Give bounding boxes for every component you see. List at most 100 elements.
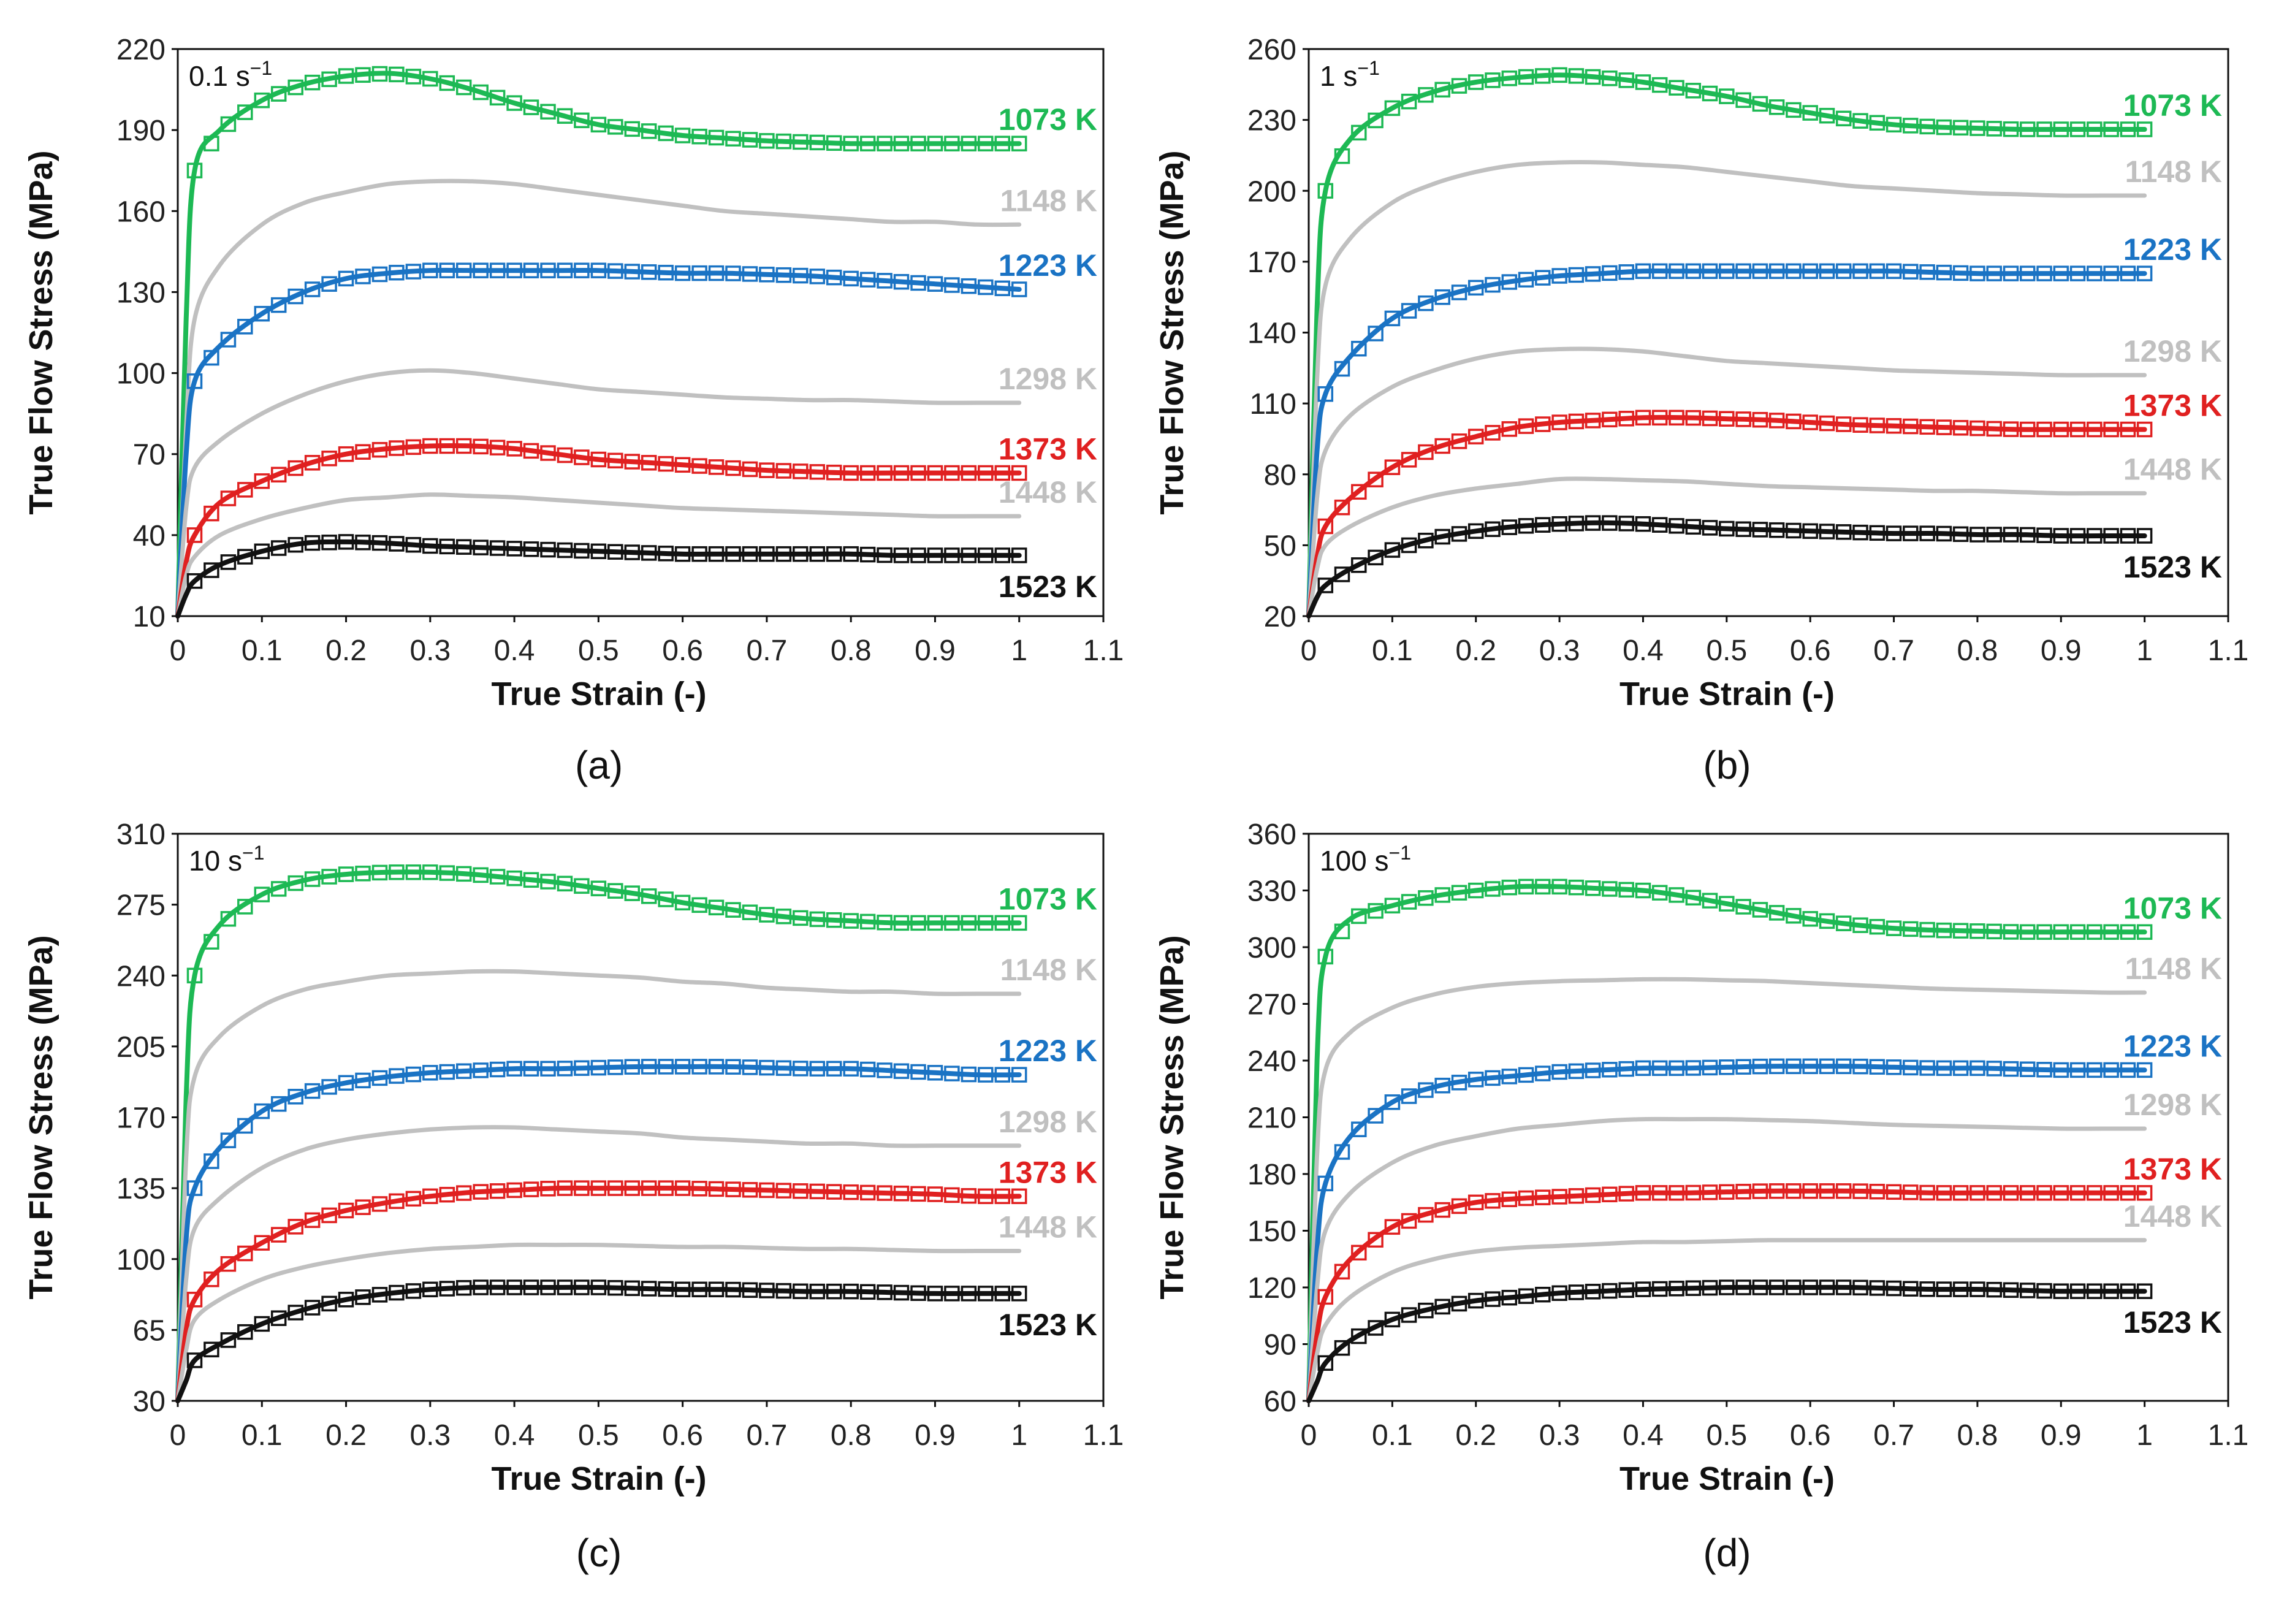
data-point: [775, 133, 792, 150]
x-tick-label: 0.2: [1455, 1419, 1496, 1452]
data-point: [237, 482, 253, 498]
data-point: [1317, 1175, 1334, 1192]
data-point: [439, 262, 455, 278]
data-point: [439, 865, 455, 881]
data-point: [1936, 1281, 1952, 1297]
data-point: [877, 547, 893, 563]
data-point: [1952, 923, 1969, 939]
strain-rate-exponent: −1: [242, 842, 264, 864]
strain-rate-label: 100 s−1: [1320, 842, 1411, 877]
data-point: [893, 915, 910, 931]
y-axis-title: True Flow Stress (MPa): [1154, 935, 1190, 1299]
data-point: [877, 1062, 893, 1078]
data-point: [1702, 1059, 1718, 1076]
data-point: [523, 443, 539, 459]
x-axis-title: True Strain (-): [492, 676, 707, 712]
series-line: [175, 969, 1022, 1403]
data-point: [893, 1185, 910, 1202]
strain-rate-exponent: −1: [250, 57, 272, 79]
data-point: [826, 464, 842, 481]
data-point: [1317, 183, 1334, 199]
data-point: [1952, 420, 1969, 436]
data-point: [708, 546, 725, 562]
data-point: [1669, 518, 1684, 534]
x-tick-label: 0.3: [409, 1419, 451, 1452]
strain-rate-value: 10 s: [189, 845, 242, 877]
data-point: [2103, 421, 2119, 438]
data-point: [1768, 905, 1785, 921]
y-tick-label: 220: [116, 34, 166, 66]
data-point: [523, 99, 539, 115]
data-point: [1501, 519, 1518, 535]
panel-label: (b): [1703, 743, 1751, 787]
data-point: [1786, 263, 1802, 280]
data-point: [1903, 921, 1919, 937]
data-point: [775, 463, 792, 479]
series-line: [1306, 72, 2147, 619]
data-point: [893, 465, 910, 481]
data-point: [405, 264, 422, 280]
data-point: [893, 1284, 910, 1301]
series-group: 1298 K: [1306, 334, 2222, 619]
data-point: [254, 473, 270, 489]
data-point: [557, 1061, 573, 1077]
data-point: [910, 135, 926, 151]
data-point: [759, 267, 775, 283]
x-tick-label: 0.2: [1455, 635, 1496, 667]
data-point: [186, 527, 203, 543]
data-point: [1467, 74, 1484, 90]
plot-frame: [1307, 833, 2229, 1402]
data-point: [2136, 421, 2153, 438]
data-point: [759, 133, 775, 149]
series-line: [175, 1284, 1022, 1403]
data-point: [1768, 522, 1785, 538]
data-point: [389, 1193, 405, 1210]
data-point: [304, 535, 321, 551]
data-point: [439, 1281, 455, 1297]
data-point: [759, 546, 775, 562]
x-tick-label: 0.8: [831, 1419, 872, 1452]
data-point: [708, 459, 725, 475]
data-point: [1702, 85, 1718, 102]
data-point: [2103, 265, 2119, 281]
data-point: [944, 465, 960, 481]
data-point: [1970, 1185, 1985, 1201]
data-point: [759, 907, 775, 923]
data-point: [1351, 1121, 1367, 1137]
data-point: [978, 915, 994, 931]
data-point: [574, 543, 590, 559]
data-point: [489, 1279, 506, 1295]
data-point: [389, 264, 405, 281]
data-point: [489, 262, 506, 278]
data-point: [944, 135, 960, 151]
data-point: [1635, 1281, 1651, 1297]
data-point: [473, 867, 489, 883]
data-point: [674, 1281, 691, 1298]
data-point: [1535, 1286, 1551, 1303]
series-line: [1306, 883, 2147, 1403]
data-point: [1635, 410, 1651, 426]
data-point: [590, 1279, 607, 1295]
data-point: [540, 262, 556, 278]
data-point: [1651, 263, 1668, 280]
data-point: [371, 864, 388, 881]
y-tick-label: 310: [116, 818, 166, 851]
y-tick-label: 135: [116, 1173, 166, 1205]
data-point: [473, 1062, 489, 1078]
data-point: [1752, 902, 1768, 918]
data-point: [2036, 421, 2052, 438]
data-point: [2120, 121, 2136, 137]
data-point: [338, 68, 354, 84]
data-point: [2069, 121, 2086, 137]
data-point: [1368, 1320, 1383, 1336]
data-point: [877, 914, 893, 931]
data-point: [1986, 121, 2002, 137]
y-tick-label: 270: [1247, 989, 1296, 1021]
x-tick-label: 0.7: [1873, 1419, 1914, 1452]
data-point: [1886, 1184, 1902, 1200]
data-point: [1401, 537, 1417, 554]
data-point: [1768, 263, 1785, 280]
data-point: [304, 281, 321, 297]
data-point: [607, 883, 623, 899]
y-tick-label: 65: [133, 1314, 166, 1347]
